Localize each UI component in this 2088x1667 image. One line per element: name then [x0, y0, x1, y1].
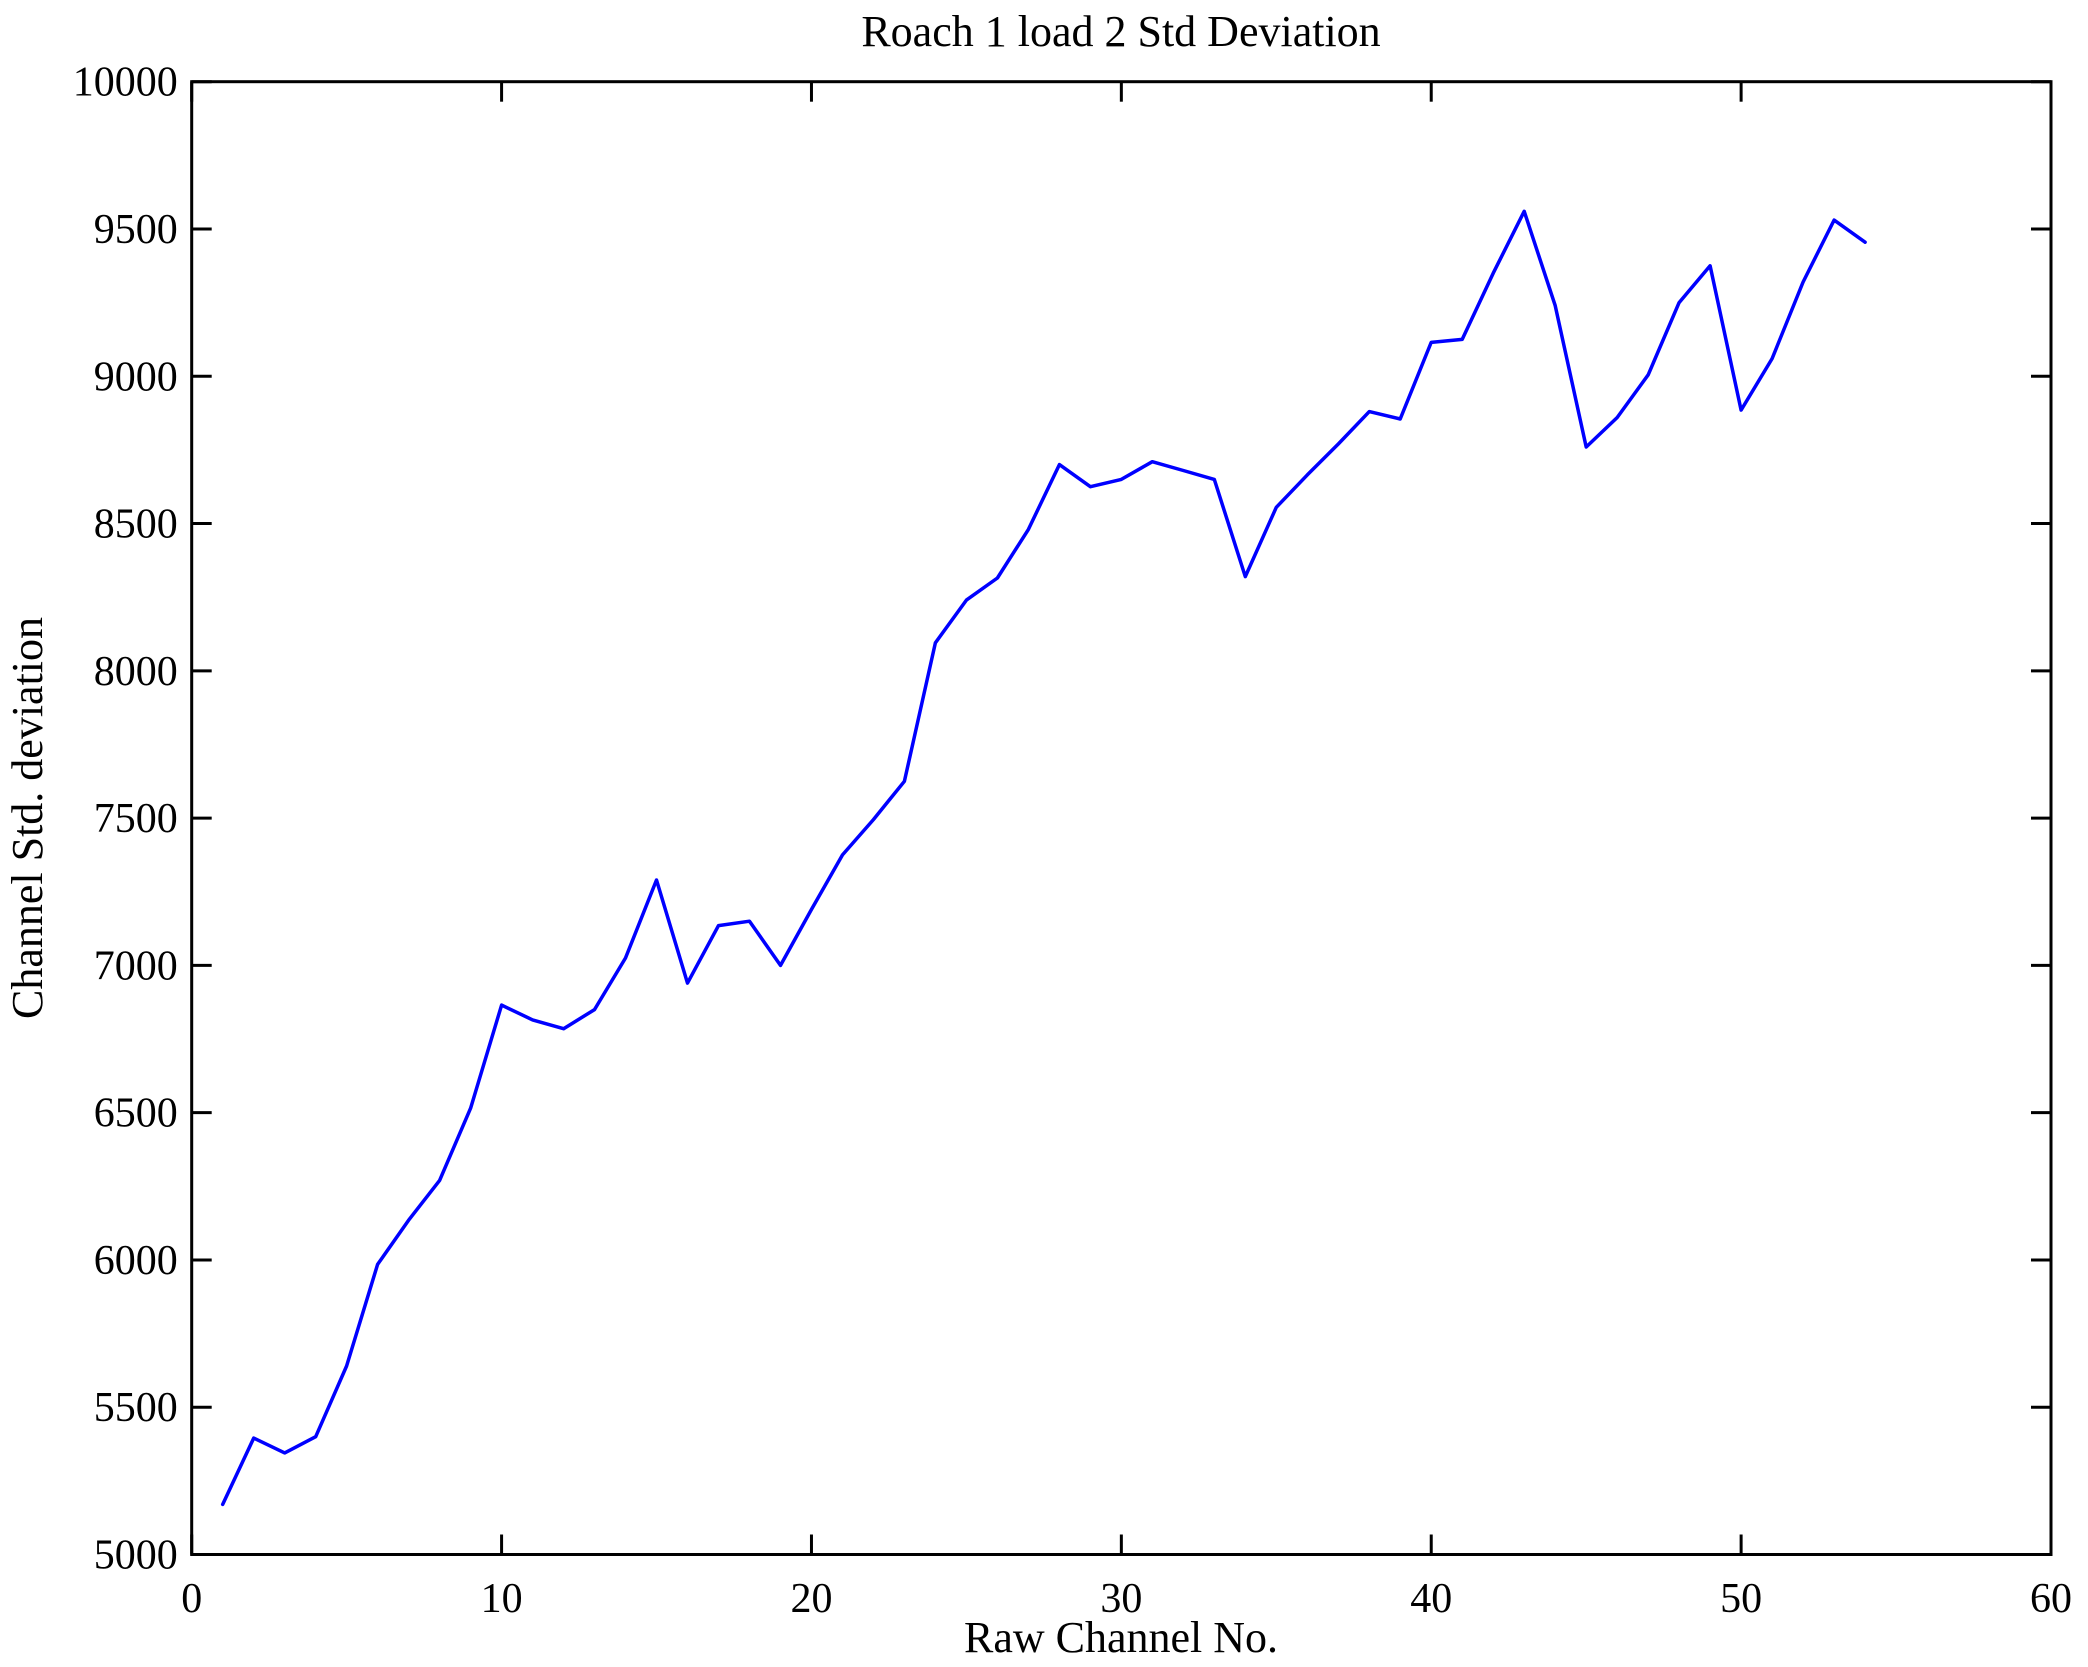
y-tick-label: 8500 — [94, 502, 178, 548]
plot-box — [190, 80, 2053, 1557]
x-tick-label: 10 — [481, 1576, 523, 1622]
y-tick-label: 5500 — [94, 1385, 178, 1431]
y-tick-label: 6500 — [94, 1091, 178, 1137]
y-tick-label: 7500 — [94, 796, 178, 842]
x-tick-label: 30 — [1100, 1576, 1142, 1622]
x-axis-label: Raw Channel No. — [964, 1613, 1278, 1662]
x-tick-label: 20 — [790, 1576, 832, 1622]
chart-title: Roach 1 load 2 Std Deviation — [861, 7, 1380, 56]
y-tick-label: 6000 — [94, 1238, 178, 1284]
tick-labels-layer: 0 10 20 30 40 50 60 5000 5500 6000 6500 7000 7500 800… — [73, 60, 2072, 1622]
x-tick-label: 40 — [1410, 1576, 1452, 1622]
y-axis-label: Channel Std. deviation — [3, 617, 52, 1019]
x-tick-label: 60 — [2030, 1576, 2072, 1622]
data-line — [220, 209, 1867, 1507]
tick-marks-layer — [190, 80, 2053, 1556]
y-tick-label: 8000 — [94, 649, 178, 695]
x-tick-label: 50 — [1720, 1576, 1762, 1622]
y-tick-label: 5000 — [94, 1533, 178, 1579]
y-tick-label: 9500 — [94, 207, 178, 253]
x-tick-label: 0 — [181, 1576, 202, 1622]
y-tick-label: 9000 — [94, 354, 178, 400]
y-tick-label: 7000 — [94, 943, 178, 989]
y-tick-label: 10000 — [73, 60, 178, 106]
